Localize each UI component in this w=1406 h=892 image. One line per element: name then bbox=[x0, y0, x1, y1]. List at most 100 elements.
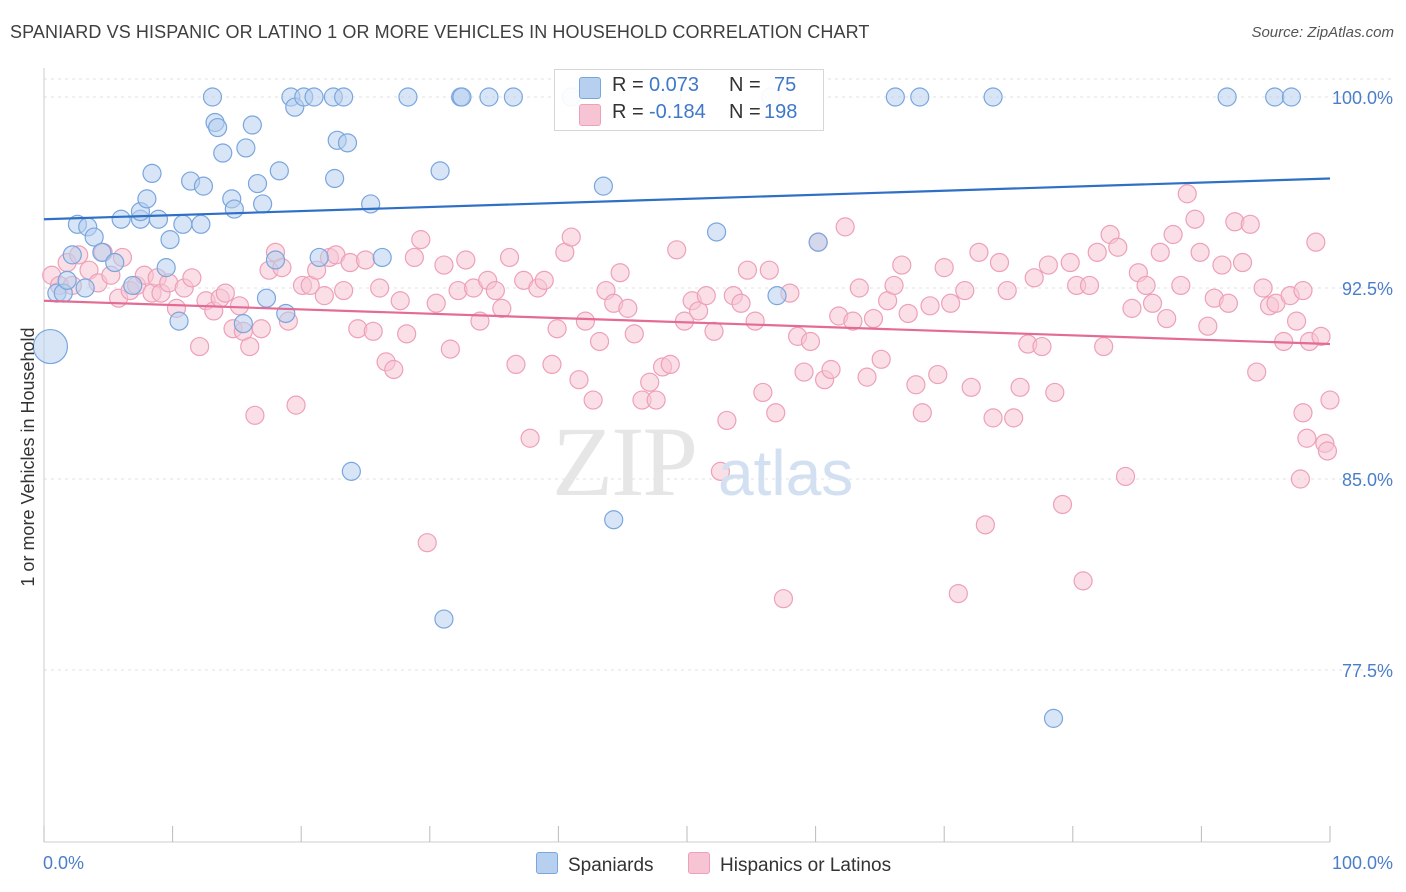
data-point-hispanic bbox=[717, 410, 737, 431]
data-point-spaniard bbox=[247, 173, 268, 194]
y-tick-label: 85.0% bbox=[1342, 470, 1393, 490]
data-point-spaniard bbox=[236, 138, 256, 158]
data-point-spaniard bbox=[265, 250, 286, 270]
x-tick-label-max: 100.0% bbox=[1332, 853, 1393, 873]
data-point-hispanic bbox=[542, 354, 562, 374]
data-point-hispanic bbox=[485, 280, 505, 301]
legend-label-spaniards: Spaniards bbox=[568, 855, 654, 876]
data-point-hispanic bbox=[1190, 242, 1210, 262]
data-point-spaniard bbox=[372, 247, 392, 268]
data-point-hispanic bbox=[863, 308, 884, 329]
data-point-hispanic bbox=[766, 403, 786, 423]
data-point-spaniard bbox=[208, 117, 228, 138]
data-point-hispanic bbox=[1247, 362, 1267, 382]
data-point-hispanic bbox=[934, 258, 954, 278]
data-point-hispanic bbox=[583, 390, 603, 410]
data-point-hispanic bbox=[737, 260, 758, 280]
bottom-legend-spaniards: Spaniards bbox=[536, 852, 654, 877]
legend-n-value: 75 bbox=[774, 74, 797, 96]
data-point-spaniard bbox=[253, 194, 273, 214]
legend-swatch-pink bbox=[579, 104, 601, 126]
gridlines bbox=[44, 78, 1394, 671]
data-point-spaniard bbox=[1281, 87, 1302, 107]
data-point-hispanic bbox=[370, 278, 390, 298]
data-point-hispanic bbox=[941, 293, 961, 313]
legend-r-label: R = bbox=[612, 74, 644, 96]
data-point-hispanic bbox=[575, 311, 596, 331]
data-point-spaniard bbox=[767, 286, 787, 306]
axes bbox=[43, 68, 1331, 843]
data-point-spaniard bbox=[706, 222, 727, 242]
data-point-spaniard bbox=[32, 328, 69, 365]
data-point-hispanic bbox=[1171, 275, 1191, 296]
data-point-hispanic bbox=[688, 301, 709, 321]
watermark-atlas: atlas bbox=[718, 437, 854, 509]
data-point-spaniard bbox=[430, 161, 450, 181]
data-point-hispanic bbox=[955, 280, 975, 301]
data-point-spaniard bbox=[361, 194, 381, 214]
data-point-spaniard bbox=[983, 87, 1003, 107]
data-point-spaniard bbox=[84, 227, 104, 247]
data-point-hispanic bbox=[384, 359, 404, 380]
data-point-spaniard bbox=[398, 87, 418, 107]
data-point-hispanic bbox=[646, 390, 666, 410]
data-point-spaniard bbox=[213, 143, 233, 163]
data-point-spaniard bbox=[123, 275, 143, 296]
data-point-spaniard bbox=[75, 278, 95, 298]
data-point-hispanic bbox=[561, 227, 581, 247]
data-point-hispanic bbox=[1286, 311, 1307, 331]
data-point-hispanic bbox=[1032, 336, 1052, 357]
data-point-hispanic bbox=[1024, 268, 1044, 288]
data-point-hispanic bbox=[892, 255, 912, 275]
data-point-hispanic bbox=[731, 293, 751, 313]
data-point-spaniard bbox=[479, 87, 499, 107]
data-point-spaniard bbox=[62, 245, 82, 265]
y-tick-label: 77.5% bbox=[1342, 661, 1393, 681]
data-point-spaniard bbox=[1217, 87, 1237, 107]
data-point-hispanic bbox=[821, 359, 841, 380]
data-point-hispanic bbox=[1094, 336, 1114, 357]
watermark-zip: ZIP bbox=[552, 406, 698, 517]
data-point-hispanic bbox=[884, 275, 904, 296]
data-point-hispanic bbox=[1297, 428, 1317, 448]
data-point-spaniard bbox=[92, 242, 112, 262]
data-point-hispanic bbox=[215, 283, 235, 303]
data-point-hispanic bbox=[618, 298, 638, 318]
data-point-hispanic bbox=[251, 319, 271, 339]
data-point-hispanic bbox=[492, 298, 512, 318]
data-point-hispanic bbox=[390, 291, 410, 311]
data-point-hispanic bbox=[363, 321, 383, 341]
data-point-hispanic bbox=[1212, 255, 1232, 275]
data-point-hispanic bbox=[190, 336, 210, 357]
data-point-hispanic bbox=[417, 533, 437, 553]
legend-swatch-blue bbox=[536, 852, 558, 874]
x-tick-label-min: 0.0% bbox=[43, 853, 84, 873]
series-spaniards bbox=[32, 87, 1302, 728]
data-point-hispanic bbox=[1142, 293, 1163, 313]
data-point-spaniard bbox=[1043, 708, 1064, 728]
data-point-spaniard bbox=[224, 199, 244, 219]
data-point-hispanic bbox=[989, 252, 1010, 273]
data-point-hispanic bbox=[983, 408, 1003, 428]
data-point-hispanic bbox=[745, 311, 765, 331]
data-point-spaniard bbox=[111, 209, 131, 229]
data-point-spaniard bbox=[242, 115, 262, 135]
data-point-hispanic bbox=[404, 247, 424, 268]
data-point-hispanic bbox=[534, 270, 554, 290]
data-point-hispanic bbox=[569, 370, 589, 390]
data-point-hispanic bbox=[1185, 209, 1205, 229]
stats-legend: R = 0.073 N = 75 R = -0.184 N = 198 bbox=[554, 69, 824, 131]
data-point-spaniard bbox=[191, 214, 211, 234]
data-point-hispanic bbox=[520, 428, 540, 448]
data-point-hispanic bbox=[589, 331, 610, 352]
data-point-hispanic bbox=[506, 354, 526, 374]
data-point-hispanic bbox=[314, 286, 334, 306]
data-point-spaniard bbox=[341, 461, 361, 481]
data-point-spaniard bbox=[169, 311, 189, 331]
data-point-hispanic bbox=[1108, 237, 1128, 257]
y-tick-labels: 77.5% 85.0% 92.5% 100.0% bbox=[1332, 88, 1393, 681]
data-point-hispanic bbox=[1320, 390, 1340, 410]
data-point-spaniard bbox=[604, 510, 624, 530]
data-point-spaniard bbox=[337, 133, 358, 153]
data-point-spaniard bbox=[193, 176, 214, 196]
